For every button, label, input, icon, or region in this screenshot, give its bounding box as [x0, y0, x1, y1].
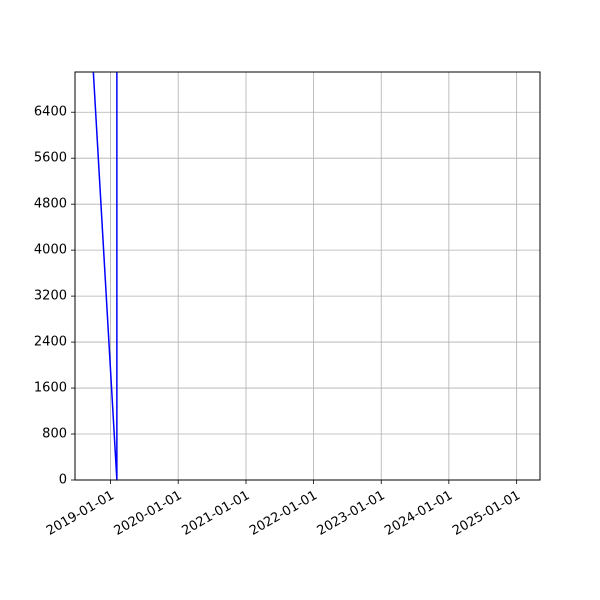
- y-tick-label-6: 4800: [34, 197, 67, 212]
- y-tick-label-8: 6400: [34, 105, 67, 120]
- y-tick-label-3: 2400: [34, 335, 67, 350]
- y-tick-label-0: 0: [59, 473, 67, 488]
- y-tick-label-5: 4000: [34, 243, 67, 258]
- y-tick-label-2: 1600: [34, 381, 67, 396]
- ticks: [71, 111, 518, 484]
- y-tick-label-7: 5600: [34, 151, 67, 166]
- y-tick-label-1: 800: [42, 427, 67, 442]
- plot-frame: [74, 71, 541, 481]
- y-tick-label-4: 3200: [34, 289, 67, 304]
